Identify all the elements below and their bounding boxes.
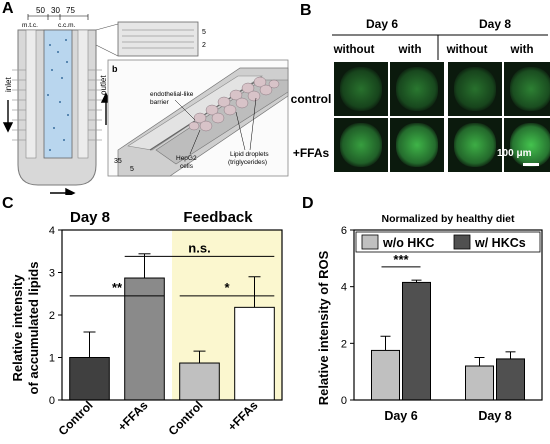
cell-dots: [47, 39, 69, 151]
micrograph-cell: [334, 62, 388, 116]
ros-chart: Normalized by healthy diet Relative inte…: [316, 213, 543, 423]
y-tick-label: 2: [341, 338, 347, 350]
legend-box: [355, 231, 541, 253]
micrograph-cell: [504, 62, 550, 116]
x-tick-label: Day 6: [384, 409, 417, 423]
barrier-label-2: barrier: [150, 99, 170, 106]
fluorescent-spheroid: [510, 67, 550, 111]
y-tick-label: 4: [341, 282, 347, 294]
panel-b-header: Day 6 Day 8 without with without with: [332, 17, 548, 60]
micrograph-cell: [448, 62, 502, 116]
outlet-label: outlet: [99, 75, 108, 95]
x-tick-label: +FFAs: [225, 398, 261, 434]
row-label-control: control: [290, 92, 332, 106]
microfluidic-schematic: 50 30 75 m.t.c. c.c.m. inlet outlet: [2, 6, 289, 195]
y-tick-label: 6: [341, 225, 347, 237]
cond-with-d6: with: [398, 44, 422, 56]
chart-c-frame: [61, 229, 283, 401]
cond-without-d8: without: [446, 44, 488, 56]
lipid-droplets: [188, 76, 280, 132]
dim-75: 75: [66, 6, 75, 15]
panel-label-a: A: [2, 0, 14, 17]
bar: [402, 281, 431, 401]
barrier-label-1: endothelial-like: [150, 91, 194, 98]
micrograph-cell: [390, 118, 444, 172]
inlet-label: inlet: [4, 77, 13, 92]
bar: [234, 306, 275, 401]
x-tick-label: Control: [166, 398, 206, 438]
hepg2-label-2: cells: [180, 163, 194, 170]
legend-swatch: [453, 234, 471, 250]
significance-label: **: [112, 280, 123, 295]
x-tick-label: +FFAs: [115, 398, 151, 434]
chart-c-ylabel-2: of accumulated lipids: [26, 262, 41, 395]
fluorescent-spheroid: [396, 67, 438, 111]
y-tick-label: 2: [49, 310, 55, 322]
dim-50: 50: [36, 6, 45, 15]
day8-header: Day 8: [479, 17, 511, 31]
micrograph-cell: [448, 118, 502, 172]
bar: [124, 277, 165, 401]
bar: [465, 365, 494, 401]
panel-label-b: B: [300, 2, 312, 19]
fluorescent-spheroid: [510, 123, 550, 167]
significance-label: *: [224, 280, 230, 295]
significance-label: n.s.: [188, 240, 210, 255]
day6-header: Day 6: [366, 17, 398, 31]
cond-with-d8: with: [510, 44, 534, 56]
y-tick-label: 1: [49, 353, 55, 365]
chart-d-ylabel: Relative intensity of ROS: [316, 250, 331, 405]
chart-c-title-feedback: Feedback: [183, 209, 253, 226]
y-tick-label: 4: [49, 225, 55, 237]
significance-label: ***: [393, 252, 409, 267]
bottom-dim-5: 5: [130, 166, 134, 173]
bottom-dim-35: 35: [114, 158, 122, 165]
x-tick-label: Control: [56, 398, 96, 438]
label-ccm: c.c.m.: [58, 22, 76, 29]
micrograph-cell: [334, 118, 388, 172]
micrograph-cell: [390, 62, 444, 116]
legend-swatch: [361, 234, 379, 250]
bar: [179, 362, 220, 401]
fluorescent-spheroid: [340, 67, 382, 111]
panel-label-d: D: [302, 195, 314, 212]
y-tick-label: 3: [49, 268, 55, 280]
fluorescent-spheroid: [396, 123, 438, 167]
label-mtc: m.t.c.: [22, 22, 38, 29]
lipid-label-2: (triglycerides): [228, 159, 267, 166]
bar: [371, 349, 400, 401]
y-tick-label: 0: [49, 395, 55, 407]
panel-label-c: C: [2, 195, 14, 212]
cond-without-d6: without: [333, 44, 375, 56]
inset-dim-5: 5: [202, 29, 206, 36]
fluorescent-spheroid: [454, 67, 496, 111]
x-tick-label: Day 8: [478, 409, 511, 423]
subpanel-label-b: b: [112, 64, 118, 74]
legend-label: w/o HKC: [382, 236, 434, 250]
chart-c-ylabel-1: Relative intensity: [10, 274, 25, 382]
legend-label: w/ HKCs: [474, 236, 526, 250]
chart-d-frame: [353, 229, 543, 401]
y-tick-label: 0: [341, 395, 347, 407]
dim-30: 30: [51, 6, 60, 15]
hepg2-label-1: HepG2: [176, 155, 197, 162]
chart-c-title-day8: Day 8: [70, 209, 110, 226]
bar: [496, 358, 525, 401]
inset-dim-2: 2: [202, 42, 206, 49]
fluorescent-spheroid: [454, 123, 496, 167]
fluorescent-spheroid: [340, 123, 382, 167]
lipid-chart: Day 8 Feedback Relative intensity of acc…: [10, 209, 283, 438]
lipid-label-1: Lipid droplets: [230, 151, 269, 158]
row-label-ffas: +FFAs: [292, 146, 330, 160]
micrograph-cell: [504, 118, 550, 172]
bar: [69, 357, 110, 401]
scalebar: [523, 163, 539, 166]
scalebar-label: 100 μm: [497, 148, 532, 159]
chart-d-title: Normalized by healthy diet: [381, 213, 515, 225]
